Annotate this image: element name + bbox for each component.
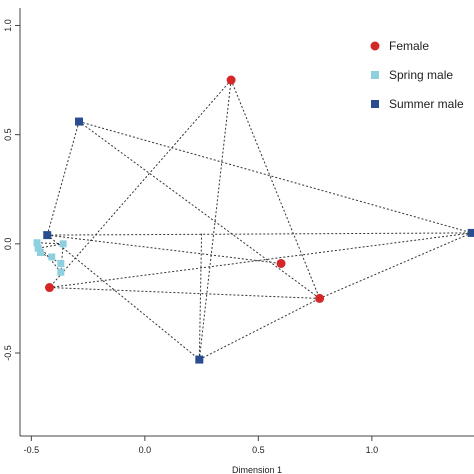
spring-male-point (34, 244, 42, 252)
x-tick-label: -0.5 (24, 445, 40, 455)
hull-edge (60, 243, 64, 273)
plot-area: -0.5 0.0 0.5 1.0 -0.5 0.0 0.5 1.0 (3, 8, 474, 455)
y-tick-label: -0.5 (3, 345, 13, 361)
legend-marker-spring-male (371, 71, 379, 79)
spring-male-point (59, 240, 67, 248)
hull-edge (38, 243, 64, 249)
hull-edge (46, 121, 80, 236)
legend-label-spring-male: Spring male (389, 68, 453, 82)
female-point (226, 75, 236, 85)
hull-edge (198, 232, 203, 360)
y-tick-label: 1.0 (3, 19, 13, 32)
hull-edge (49, 79, 232, 288)
spring-male-point (33, 239, 41, 247)
female-point (45, 283, 55, 293)
hull-edges (36, 79, 472, 361)
x-tick-label: 0.0 (139, 445, 152, 455)
spring-male-point (57, 268, 65, 276)
x-tick-label: 0.5 (252, 445, 265, 455)
hull-edge (49, 287, 320, 299)
female-point (276, 258, 286, 268)
hull-edge (78, 121, 472, 234)
data-points (33, 75, 474, 364)
x-axis-ticks: -0.5 0.0 0.5 1.0 (24, 436, 379, 455)
hull-edge (46, 234, 200, 360)
hull-edge (78, 121, 320, 299)
legend-label-summer-male: Summer male (389, 97, 464, 111)
spring-male-point (57, 259, 65, 267)
legend: Female Spring male Summer male (370, 39, 464, 111)
x-axis-title: Dimension 1 (232, 465, 282, 474)
hull-edge (230, 79, 321, 299)
hull-edge (37, 242, 64, 245)
summer-male-point (43, 231, 52, 240)
hull-edge (47, 232, 472, 236)
hull-edge (49, 232, 472, 289)
female-point (315, 293, 325, 303)
hull-edge (47, 234, 282, 264)
summer-male-point (75, 117, 84, 126)
spring-male-point (48, 253, 56, 261)
y-axis-ticks: -0.5 0.0 0.5 1.0 (3, 19, 20, 361)
hull-edge (199, 297, 320, 361)
legend-marker-female (370, 41, 380, 51)
x-tick-label: 1.0 (366, 445, 379, 455)
hull-edge (319, 232, 472, 299)
y-tick-label: 0.5 (3, 128, 13, 141)
summer-male-point (195, 355, 204, 364)
hull-edge (198, 80, 232, 360)
summer-male-point (467, 228, 474, 237)
legend-label-female: Female (389, 39, 429, 53)
spring-male-point (36, 249, 44, 257)
legend-marker-summer-male (371, 100, 379, 108)
y-tick-label: 0.0 (3, 238, 13, 251)
